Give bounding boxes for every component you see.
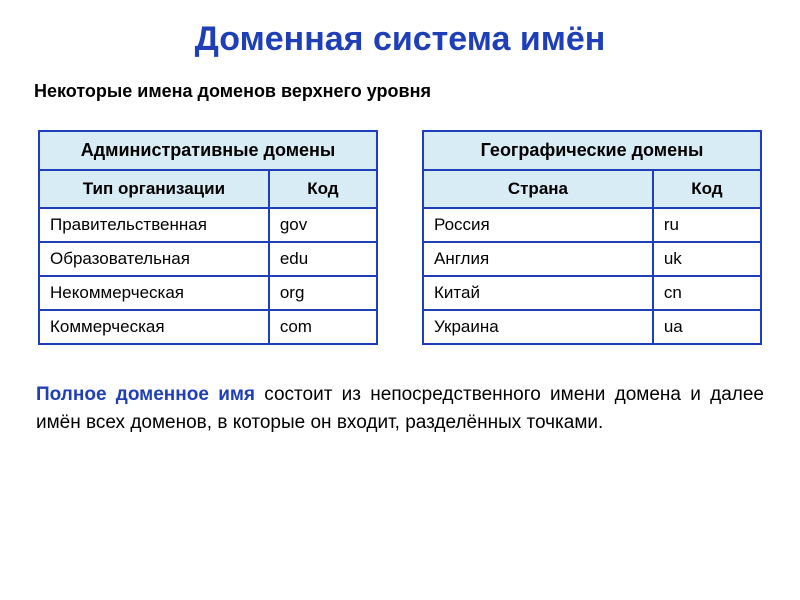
admin-table-header: Административные домены xyxy=(39,131,377,170)
geo-cell: ua xyxy=(653,310,761,344)
table-row: Коммерческая com xyxy=(39,310,377,344)
table-row: Образовательная edu xyxy=(39,242,377,276)
geo-col-1: Код xyxy=(653,170,761,208)
geo-cell: Китай xyxy=(423,276,653,310)
geo-cell: ru xyxy=(653,208,761,242)
geo-cell: Украина xyxy=(423,310,653,344)
table-row: Правительственная gov xyxy=(39,208,377,242)
geo-cell: Россия xyxy=(423,208,653,242)
admin-cell: org xyxy=(269,276,377,310)
table-row: Китай cn xyxy=(423,276,761,310)
admin-col-1: Код xyxy=(269,170,377,208)
geo-cell: Англия xyxy=(423,242,653,276)
table-row: Некоммерческая org xyxy=(39,276,377,310)
geo-domains-table: Географические домены Страна Код Россия … xyxy=(422,130,762,345)
geo-cell: cn xyxy=(653,276,761,310)
admin-cell: gov xyxy=(269,208,377,242)
footer-emphasis: Полное доменное имя xyxy=(36,384,255,405)
admin-col-0: Тип организации xyxy=(39,170,269,208)
footer-paragraph: Полное доменное имя состоит из непосредс… xyxy=(30,381,770,436)
geo-table-header: Географические домены xyxy=(423,131,761,170)
admin-domains-table: Административные домены Тип организации … xyxy=(38,130,378,345)
table-row: Россия ru xyxy=(423,208,761,242)
tables-row: Административные домены Тип организации … xyxy=(30,130,770,345)
admin-cell: Правительственная xyxy=(39,208,269,242)
page-title: Доменная система имён xyxy=(30,20,770,59)
admin-cell: Образовательная xyxy=(39,242,269,276)
admin-cell: Некоммерческая xyxy=(39,276,269,310)
admin-cell: com xyxy=(269,310,377,344)
geo-col-0: Страна xyxy=(423,170,653,208)
table-row: Украина ua xyxy=(423,310,761,344)
admin-cell: Коммерческая xyxy=(39,310,269,344)
admin-cell: edu xyxy=(269,242,377,276)
subtitle: Некоторые имена доменов верхнего уровня xyxy=(34,81,770,102)
table-row: Англия uk xyxy=(423,242,761,276)
geo-cell: uk xyxy=(653,242,761,276)
